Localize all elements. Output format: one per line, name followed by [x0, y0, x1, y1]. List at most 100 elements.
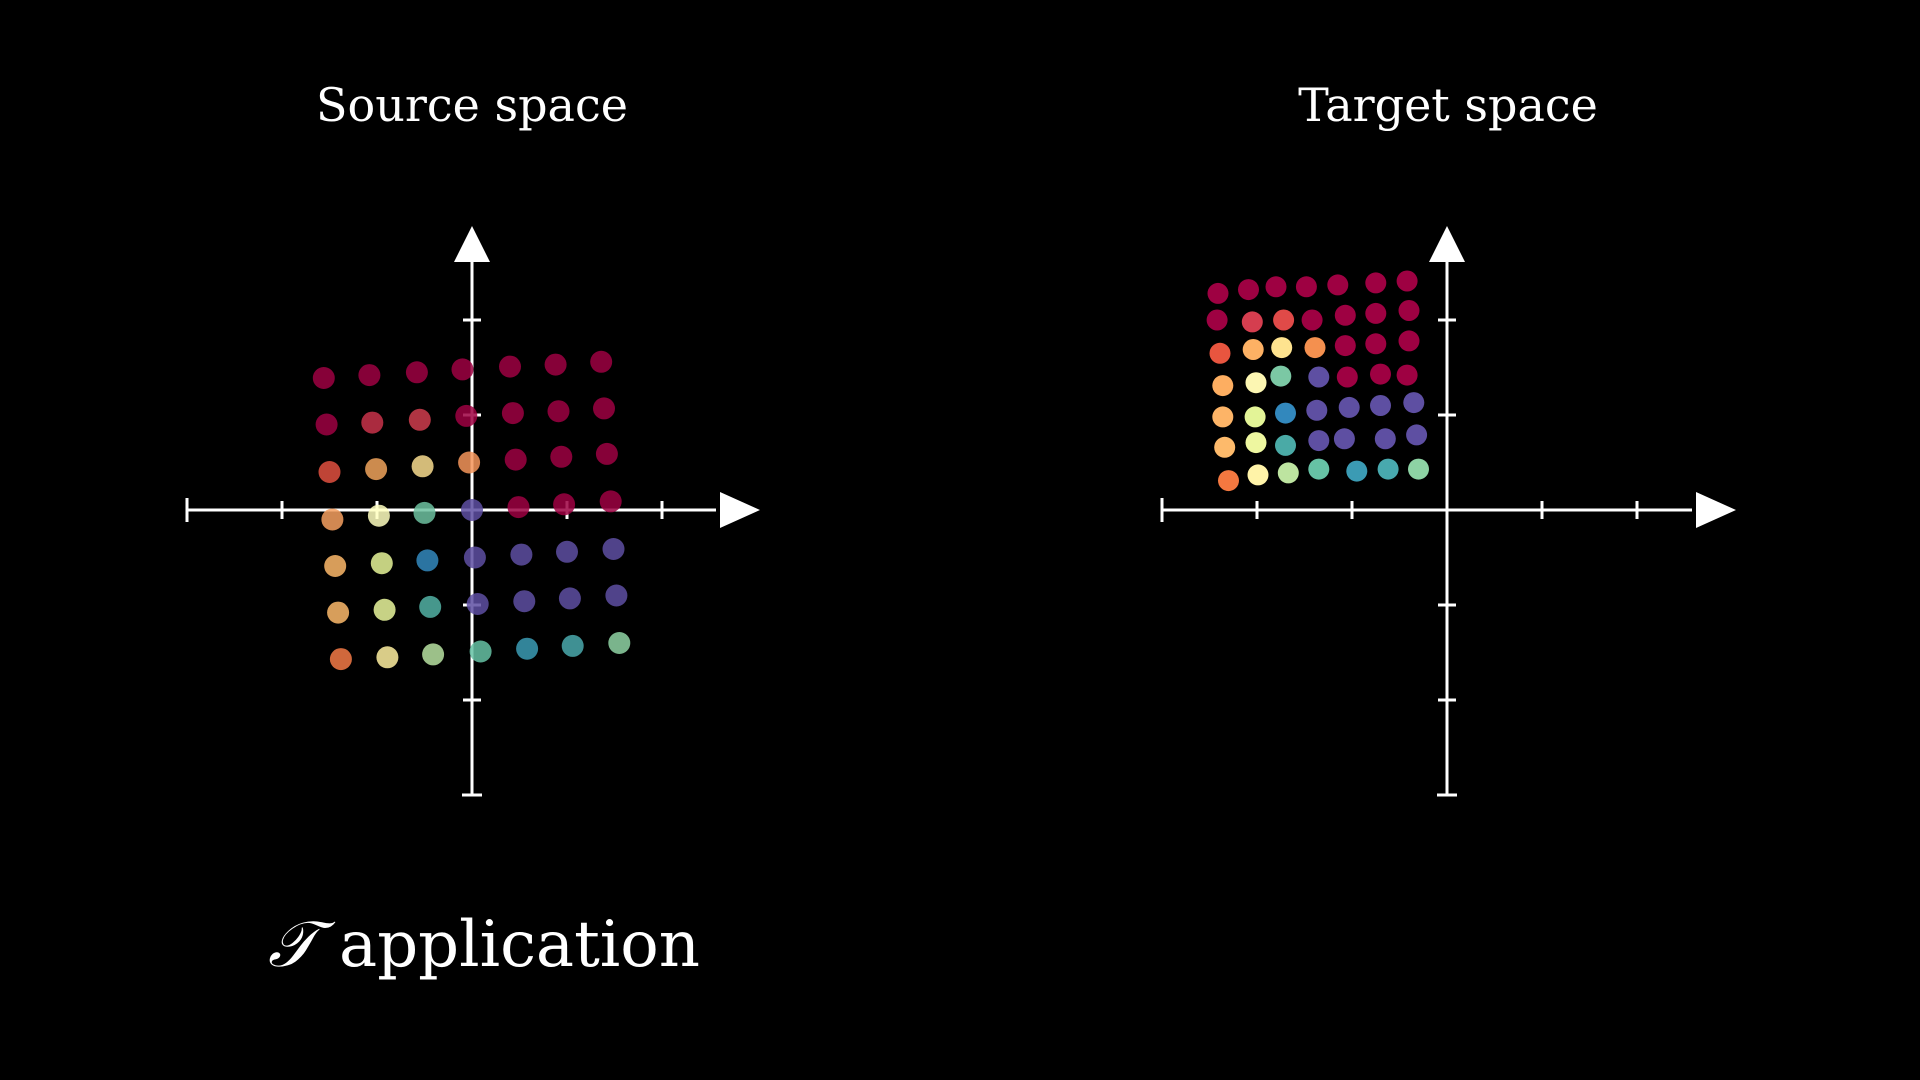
target-x-arrow: [1696, 492, 1736, 528]
data-point: [605, 584, 628, 607]
data-point: [507, 496, 530, 519]
data-point: [501, 402, 524, 425]
data-point: [602, 538, 625, 560]
target-points: [1206, 270, 1429, 492]
data-point: [1308, 430, 1330, 452]
data-point: [416, 549, 439, 572]
data-point: [1238, 279, 1259, 301]
data-point: [1408, 458, 1429, 480]
data-point: [324, 555, 347, 577]
data-point: [1403, 392, 1425, 414]
data-point: [1396, 270, 1418, 292]
data-point: [1406, 424, 1428, 446]
data-point: [469, 640, 492, 663]
data-point: [1244, 406, 1266, 428]
data-point: [516, 637, 539, 660]
data-point: [499, 355, 521, 378]
data-point: [413, 501, 436, 524]
data-point: [1214, 436, 1236, 458]
data-point: [1370, 395, 1391, 416]
data-point: [1398, 330, 1420, 352]
data-point: [321, 508, 344, 531]
data-point: [461, 499, 483, 521]
data-point: [1304, 337, 1326, 359]
data-point: [1338, 396, 1360, 418]
data-point: [327, 601, 350, 624]
data-point: [1334, 335, 1356, 357]
data-point: [608, 632, 631, 654]
data-point: [513, 590, 536, 613]
data-point: [1396, 364, 1418, 386]
data-point: [1206, 309, 1228, 331]
data-point: [1273, 309, 1295, 331]
data-point: [365, 458, 388, 481]
data-point: [1275, 434, 1296, 456]
data-point: [1365, 333, 1387, 355]
data-point: [1275, 402, 1296, 424]
data-point: [504, 448, 527, 471]
data-point: [463, 546, 486, 569]
data-point: [1365, 302, 1387, 324]
target-y-arrow: [1429, 226, 1465, 262]
data-point: [1398, 300, 1420, 321]
data-point: [510, 543, 533, 566]
target-space-title: Target space: [1298, 78, 1598, 132]
source-space-title: Source space: [316, 78, 628, 132]
caption-symbol: 𝒯: [268, 908, 318, 982]
data-point: [1242, 339, 1264, 360]
data-point: [466, 593, 489, 615]
data-point: [1327, 274, 1349, 296]
data-point: [1207, 282, 1229, 304]
data-point: [373, 598, 396, 621]
data-point: [405, 361, 428, 384]
data-point: [1377, 458, 1399, 480]
data-point: [458, 451, 481, 474]
caption-text: application: [339, 908, 700, 982]
data-point: [1218, 470, 1239, 492]
data-point: [553, 493, 576, 516]
data-point: [318, 461, 341, 483]
data-point: [599, 490, 622, 513]
data-point: [1241, 311, 1263, 333]
data-point: [547, 400, 570, 423]
data-point: [419, 595, 442, 618]
data-point: [411, 455, 434, 478]
data-point: [422, 643, 445, 666]
data-point: [370, 552, 393, 575]
data-point: [1245, 432, 1267, 454]
data-point: [550, 445, 573, 468]
data-point: [1306, 399, 1328, 421]
data-point: [1277, 462, 1299, 484]
data-point: [367, 504, 390, 527]
data-point: [1336, 366, 1358, 388]
data-point: [1346, 460, 1368, 482]
data-point: [1365, 272, 1387, 294]
data-point: [1334, 304, 1356, 326]
data-point: [558, 587, 581, 610]
source-y-arrow: [454, 226, 490, 262]
data-point: [1212, 375, 1234, 397]
data-point: [1333, 428, 1355, 450]
data-point: [1370, 363, 1391, 385]
data-point: [329, 648, 352, 671]
target-axes: [1160, 226, 1736, 797]
data-point: [408, 408, 431, 431]
data-point: [1209, 342, 1231, 364]
data-point: [1308, 366, 1330, 388]
data-point: [1308, 458, 1330, 480]
data-point: [544, 353, 567, 376]
source-x-arrow: [720, 492, 760, 528]
data-point: [315, 413, 338, 436]
data-point: [590, 350, 613, 373]
source-points: [312, 350, 631, 671]
data-point: [361, 411, 384, 434]
data-point: [376, 646, 399, 669]
data-point: [358, 364, 381, 387]
data-point: [1295, 276, 1317, 298]
data-point: [561, 634, 584, 657]
data-point: [595, 442, 618, 465]
data-point: [312, 367, 335, 389]
data-point: [1374, 428, 1396, 450]
